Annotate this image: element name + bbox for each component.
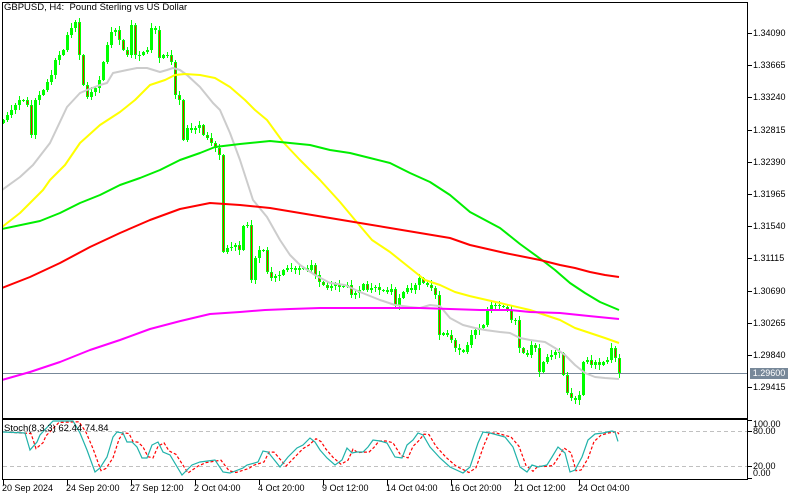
stochastic-axis-tick xyxy=(748,431,752,432)
price-axis-tick xyxy=(748,387,752,388)
time-axis-tick xyxy=(323,480,324,485)
price-chart-pane[interactable] xyxy=(2,2,748,419)
time-axis-label: 16 Oct 20:00 xyxy=(450,483,502,493)
time-axis-label: 14 Oct 04:00 xyxy=(386,483,438,493)
time-axis-tick xyxy=(387,480,388,485)
stochastic-axis-tick xyxy=(748,478,752,479)
price-axis-label: 1.31540 xyxy=(753,221,786,231)
time-axis-tick xyxy=(515,480,516,485)
price-axis-label: 1.33240 xyxy=(753,92,786,102)
time-axis-tick xyxy=(131,480,132,485)
stochastic-axis-tick xyxy=(748,466,752,467)
price-axis-label: 1.33665 xyxy=(753,60,786,70)
chart-title: GBPUSD, H4: Pound Sterling vs US Dollar xyxy=(4,2,188,13)
time-axis-tick xyxy=(3,480,4,485)
stochastic-axis-tick xyxy=(748,420,752,421)
time-axis-label: 2 Oct 04:00 xyxy=(194,483,241,493)
time-axis-label: 27 Sep 12:00 xyxy=(130,483,184,493)
price-axis-tick xyxy=(748,33,752,34)
stochastic-pane[interactable] xyxy=(2,419,748,480)
price-axis-label: 1.32390 xyxy=(753,157,786,167)
stochastic-label: Stoch(8,3,3) 62.44 74.84 xyxy=(4,423,109,434)
time-axis[interactable]: 20 Sep 2024 24 Sep 20:00 27 Sep 12:00 2 Oct… xyxy=(0,480,748,500)
time-axis-tick xyxy=(67,480,68,485)
stochastic-axis[interactable]: 100.00 80.00 20.00 0.00 xyxy=(748,419,800,480)
current-price-label: 1.29600 xyxy=(750,368,788,379)
time-axis-tick xyxy=(579,480,580,485)
stochastic-axis-label: 100.00 xyxy=(753,419,781,429)
price-axis-label: 1.30690 xyxy=(753,286,786,296)
time-axis-label: 20 Sep 2024 xyxy=(2,483,54,493)
price-axis-label: 1.31115 xyxy=(753,253,785,263)
price-axis-tick xyxy=(748,291,752,292)
time-axis-label: 21 Oct 12:00 xyxy=(514,483,566,493)
time-axis-label: 24 Oct 04:00 xyxy=(578,483,630,493)
stochastic-axis-label: 0.00 xyxy=(753,468,771,478)
price-axis-tick xyxy=(748,194,752,195)
price-axis-tick xyxy=(748,97,752,98)
time-axis-tick xyxy=(259,480,260,485)
time-axis-tick xyxy=(195,480,196,485)
time-axis-label: 24 Sep 20:00 xyxy=(66,483,120,493)
price-axis-label: 1.29415 xyxy=(753,382,786,392)
stochastic-axis-label: 80.00 xyxy=(753,426,776,437)
price-axis-label: 1.30265 xyxy=(753,318,786,328)
stochastic-axis-label: 20.00 xyxy=(753,461,776,472)
time-axis-label: 9 Oct 12:00 xyxy=(322,483,369,493)
price-axis-label: 1.34090 xyxy=(753,28,786,38)
price-axis-label: 1.29840 xyxy=(753,350,786,360)
time-axis-tick xyxy=(451,480,452,485)
time-axis-label: 4 Oct 20:00 xyxy=(258,483,305,493)
price-axis-tick xyxy=(748,258,752,259)
price-axis-tick xyxy=(748,162,752,163)
price-axis-tick xyxy=(748,355,752,356)
price-axis-label: 1.32815 xyxy=(753,125,786,135)
price-axis[interactable]: 1.34090 1.33665 1.33240 1.32815 1.32390 1.319… xyxy=(748,0,800,419)
price-axis-tick xyxy=(748,65,752,66)
price-axis-tick xyxy=(748,130,752,131)
price-axis-tick xyxy=(748,226,752,227)
price-axis-label: 1.31965 xyxy=(753,189,786,199)
price-axis-tick xyxy=(748,323,752,324)
